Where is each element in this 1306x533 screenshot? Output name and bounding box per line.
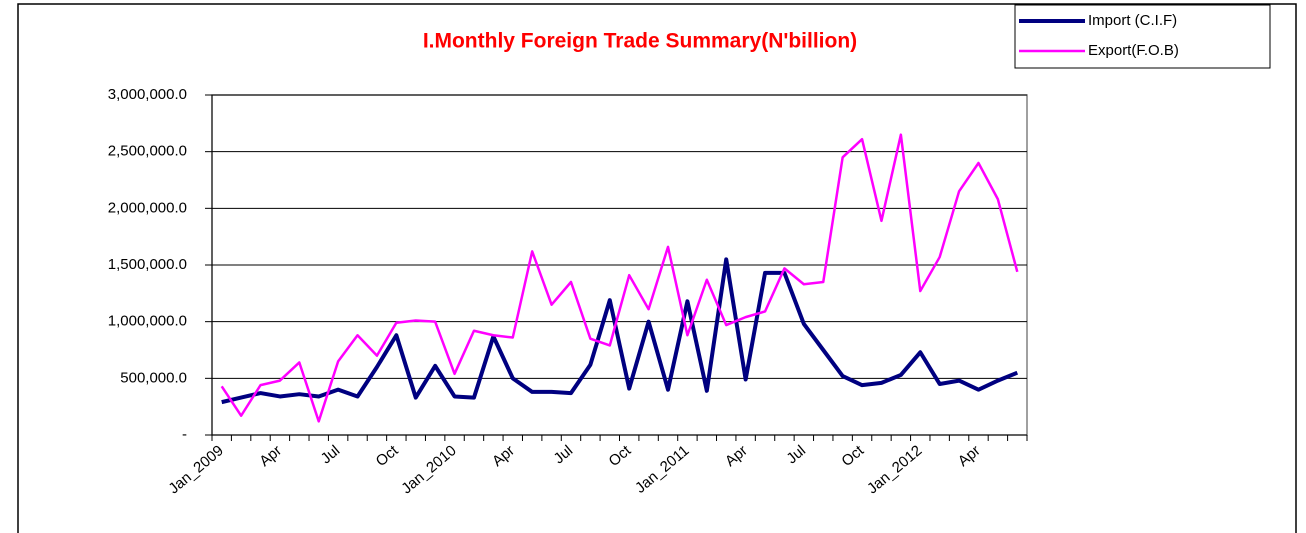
y-tick-label: 2,000,000.0 bbox=[108, 199, 187, 216]
y-tick-label: 2,500,000.0 bbox=[108, 143, 187, 160]
y-tick-label: 1,500,000.0 bbox=[108, 256, 187, 273]
series-line bbox=[220, 133, 1019, 423]
series-line bbox=[221, 257, 1019, 405]
legend-label: Import (C.I.F) bbox=[1088, 12, 1177, 29]
chart-title: I.Monthly Foreign Trade Summary(N'billio… bbox=[423, 30, 857, 53]
legend-box bbox=[1014, 4, 1271, 69]
y-tick-label: 1,000,000.0 bbox=[108, 313, 187, 330]
legend-label: Export(F.O.B) bbox=[1088, 42, 1179, 59]
y-tick-label: - bbox=[182, 426, 187, 443]
y-tick-label: 500,000.0 bbox=[120, 369, 187, 386]
y-tick-label: 3,000,000.0 bbox=[108, 86, 187, 103]
